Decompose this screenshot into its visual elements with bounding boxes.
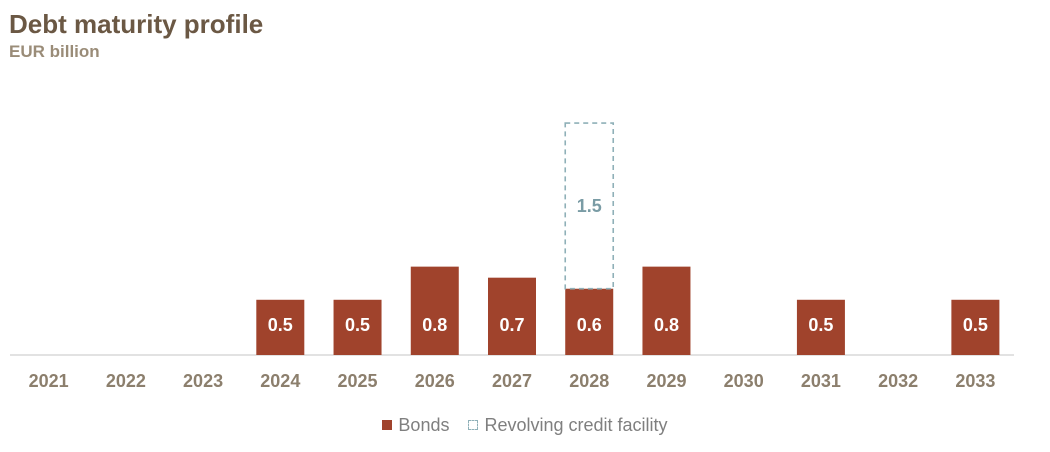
legend-item-rcf: Revolving credit facility	[468, 414, 668, 436]
data-label-bonds-2033: 0.5	[963, 315, 988, 335]
bar-bonds-2025	[333, 299, 382, 355]
chart-subtitle: EUR billion	[9, 42, 100, 61]
x-tick-label: 2025	[338, 371, 378, 391]
x-tick-label: 2021	[29, 371, 69, 391]
x-tick-label: 2023	[183, 371, 223, 391]
legend-swatch-bonds	[382, 420, 393, 430]
data-label-bonds-2031: 0.5	[808, 315, 833, 335]
data-label-bonds-2029: 0.8	[654, 315, 679, 335]
chart-title: Debt maturity profile	[9, 9, 264, 39]
x-tick-label: 2031	[801, 371, 841, 391]
data-label-bonds-2027: 0.7	[499, 315, 524, 335]
legend-swatch-rcf	[468, 420, 479, 430]
data-label-bonds-2024: 0.5	[268, 315, 293, 335]
x-tick-label: 2032	[878, 371, 918, 391]
legend-label-bonds: Bonds	[398, 414, 450, 435]
data-label-bonds-2025: 0.5	[345, 315, 370, 335]
bar-bonds-2029	[642, 266, 691, 355]
x-tick-label: 2033	[955, 371, 995, 391]
data-label-rcf-2028: 1.5	[577, 196, 602, 216]
bar-chart: 2021 2022 2023 2024 0.5 2025 0.5 2026 0.8 2027 0.7…	[10, 122, 1014, 391]
bar-bonds-2028	[565, 288, 614, 355]
bar-bonds-2031	[796, 299, 845, 355]
data-label-bonds-2026: 0.8	[422, 315, 447, 335]
x-tick-label: 2026	[415, 371, 455, 391]
legend-item-bonds: Bonds	[382, 415, 449, 436]
bar-rcf-2028	[564, 122, 615, 290]
legend-label-rcf: Revolving credit facility	[484, 414, 668, 435]
x-tick-label: 2027	[492, 371, 532, 391]
data-label-bonds-2028: 0.6	[577, 315, 602, 335]
bar-bonds-2033	[951, 299, 1000, 355]
x-tick-label: 2024	[260, 371, 300, 391]
x-tick-label: 2028	[569, 371, 609, 391]
bar-bonds-2026	[410, 266, 459, 355]
bar-bonds-2024	[256, 299, 305, 355]
bar-bonds-2027	[488, 277, 536, 355]
x-tick-label: 2022	[106, 371, 146, 391]
x-tick-label: 2030	[724, 371, 764, 391]
x-tick-label: 2029	[646, 371, 686, 391]
legend: Bonds Revolving credit facility	[0, 414, 1050, 436]
